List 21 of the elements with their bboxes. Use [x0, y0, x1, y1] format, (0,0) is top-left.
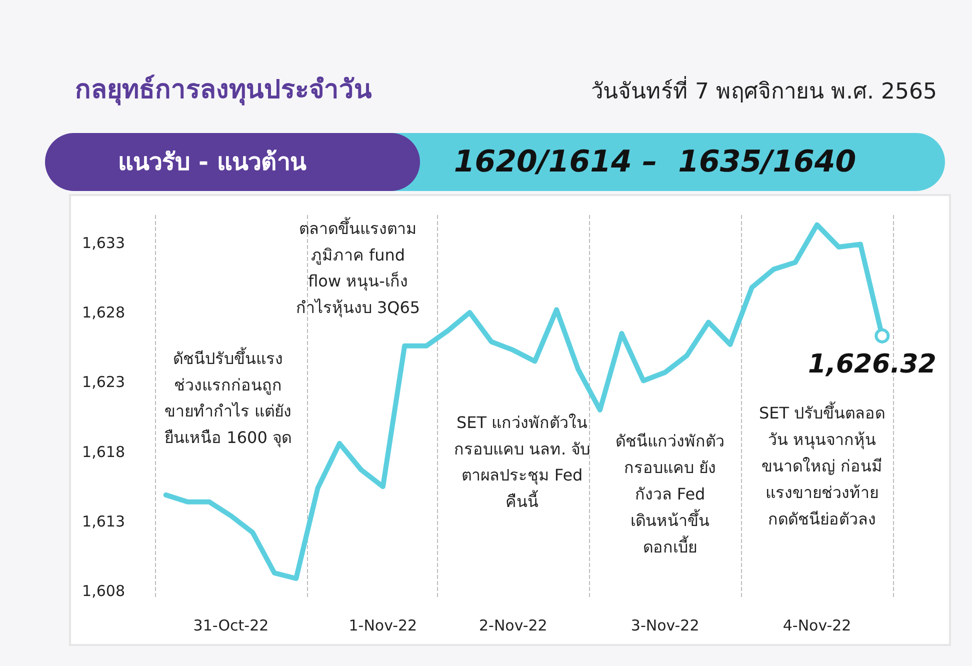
y-tick-label: 1,633 — [82, 234, 125, 252]
y-tick-label: 1,623 — [82, 373, 125, 392]
annotation: ดัชนีปรับขึ้นแรง ช่วงแรกก่อนถูก ขายทำกำไร แต่ยัง ยืนเหนือ 1600 จุด — [164, 346, 292, 448]
x-tick-label: 1-Nov-22 — [348, 616, 418, 634]
x-tick-label: 2-Nov-22 — [478, 616, 548, 634]
annotation: ดัชนีแกว่งพักตัว กรอบแคบ ยัง กังวล Fed เดินหน้าขึ้น ดอกเบี้ย — [616, 432, 724, 556]
y-tick-label: 1,618 — [82, 442, 125, 461]
x-tick-label: 3-Nov-22 — [630, 616, 700, 634]
chart-title: กลยุทธ์การลงทุนประจำวัน — [75, 74, 372, 106]
annotation: SET แกว่งพักตัวใน กรอบแคบ นลท. จับ ตาผลประชุม Fed คืนนี้ — [454, 412, 590, 512]
annotation: SET ปรับขึ้นตลอด วัน หนุนจากหุ้น ขนาดใหญ่ ก่อนมี แรงขายช่วงท้าย กดดัชนีย่อตัวลง — [758, 402, 886, 528]
annotation: ตลาดขึ้นแรงตาม ภูมิภาค fund flow หนุน-เก็ง กำไรหุ้นงบ 3Q65 — [296, 216, 420, 318]
data-label: 1,626.32 — [808, 349, 936, 380]
text: 1620/1614 – 1635/1640 — [454, 144, 856, 180]
y-tick-label: 1,628 — [82, 303, 125, 322]
y-tick-label: 1,613 — [82, 512, 125, 530]
chart-subtitle: วันจันทร์ที่ 7 พฤศจิกายน พ.ศ. 2565 — [591, 76, 938, 104]
x-tick-label: 31-Oct-22 — [193, 616, 269, 634]
y-tick-label: 1,608 — [82, 582, 125, 600]
x-tick-label: 4-Nov-22 — [782, 616, 852, 634]
text: แนวรับ - แนวต้าน — [118, 148, 307, 176]
